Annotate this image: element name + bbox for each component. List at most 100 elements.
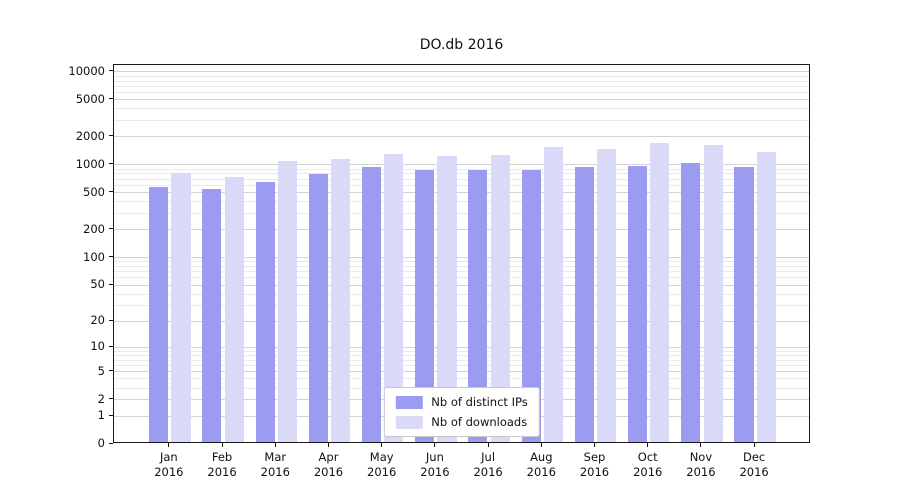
minor-gridline (114, 354, 809, 356)
x-tick-mark (700, 443, 702, 447)
bar-nb-of-distinct-ips (149, 187, 169, 442)
legend-swatch-nb-of-distinct-ips (395, 395, 423, 409)
minor-gridline (114, 120, 809, 122)
x-tick-mark (647, 443, 649, 447)
x-tick-label-line: Jan (159, 450, 178, 464)
x-tick-mark (487, 443, 489, 447)
y-tick-mark (109, 228, 113, 230)
x-tick-label-line: Oct (637, 450, 658, 464)
y-tick-mark (109, 319, 113, 321)
major-gridline (114, 71, 809, 73)
x-tick-label-line: Dec (742, 450, 766, 464)
x-tick-label-line: 2016 (686, 465, 716, 479)
minor-gridline (114, 364, 809, 366)
major-gridline (114, 371, 809, 373)
legend-label: Nb of distinct IPs (431, 395, 528, 409)
bar-nb-of-downloads (384, 153, 404, 442)
x-tick-mark (327, 443, 329, 447)
x-tick-label-line: Apr (318, 450, 339, 464)
y-tick-mark (109, 398, 113, 400)
minor-gridline (114, 378, 809, 380)
y-tick-mark (109, 345, 113, 347)
x-tick-label: Jul 2016 (456, 450, 520, 480)
x-tick-label: Oct 2016 (616, 450, 680, 480)
plot-area: Nb of distinct IPs Nb of downloads (113, 64, 810, 443)
x-tick-label-line: May (369, 450, 394, 464)
bar-nb-of-distinct-ips (308, 173, 328, 442)
bar-nb-of-downloads (437, 156, 457, 442)
y-tick-label: 2000 (75, 128, 105, 143)
bar-nb-of-distinct-ips (202, 189, 222, 442)
x-tick-mark (168, 443, 170, 447)
y-tick-label: 5000 (75, 91, 105, 106)
y-tick-label: 1 (97, 408, 105, 422)
minor-gridline (114, 271, 809, 273)
minor-gridline (114, 92, 809, 94)
minor-gridline (114, 201, 809, 203)
bar-nb-of-distinct-ips (627, 165, 648, 442)
x-tick-label-line: 2016 (313, 465, 344, 479)
y-tick-mark (109, 256, 113, 258)
x-tick-label: Feb 2016 (190, 450, 254, 480)
bar-nb-of-distinct-ips (468, 169, 488, 442)
x-tick-label: Jan 2016 (137, 450, 201, 480)
y-tick-label: 1000 (75, 156, 105, 171)
major-gridline (114, 164, 809, 166)
y-tick-mark (109, 370, 113, 372)
x-tick-mark (221, 443, 223, 447)
x-tick-label-line: Jun (425, 450, 444, 464)
minor-gridline (114, 212, 809, 214)
major-gridline (114, 192, 809, 194)
x-tick-label-line: 2016 (739, 465, 769, 479)
x-tick-label-line: Nov (689, 450, 713, 464)
x-tick-label-line: Aug (530, 450, 553, 464)
y-tick-label: 50 (90, 277, 105, 292)
bar-nb-of-distinct-ips (681, 162, 701, 442)
x-tick-mark (540, 443, 542, 447)
x-tick-label-line: Feb (211, 450, 233, 464)
x-tick-label-line: 2016 (420, 465, 450, 479)
major-gridline (114, 99, 809, 101)
minor-gridline (114, 277, 809, 279)
x-tick-label-line: 2016 (473, 465, 503, 479)
x-tick-label: Sep 2016 (563, 450, 627, 480)
bar-nb-of-downloads (597, 149, 617, 442)
x-tick-mark (753, 443, 755, 447)
bar-nb-of-distinct-ips (361, 167, 382, 442)
bar-nb-of-downloads (277, 161, 297, 442)
minor-gridline (114, 266, 809, 267)
minor-gridline (114, 304, 809, 306)
legend-label: Nb of downloads (431, 415, 528, 429)
bar-nb-of-distinct-ips (415, 169, 435, 442)
y-tick-label: 10000 (68, 63, 105, 78)
y-tick-label: 20 (90, 313, 105, 328)
x-tick-label-line: 2016 (579, 465, 610, 479)
bar-nb-of-downloads (650, 142, 670, 442)
legend-item-nb-of-downloads: Nb of downloads (395, 415, 527, 429)
x-tick-label-line: 2016 (207, 465, 237, 479)
legend: Nb of distinct IPs Nb of downloads (383, 387, 540, 437)
x-tick-label-line: 2016 (260, 465, 290, 479)
y-tick-label: 500 (83, 184, 105, 199)
y-tick-mark (109, 70, 113, 72)
x-tick-mark (594, 443, 595, 447)
chart-title: DO.db 2016 (419, 37, 504, 53)
x-tick-label-line: 2016 (633, 465, 663, 479)
x-tick-label: Aug 2016 (509, 450, 573, 480)
x-tick-label-line: 2016 (526, 465, 556, 479)
y-tick-label: 0 (97, 436, 105, 450)
x-tick-mark (274, 443, 276, 447)
bar-nb-of-downloads (331, 159, 351, 442)
x-tick-label: May 2016 (350, 450, 414, 480)
major-gridline (114, 346, 809, 348)
minor-gridline (114, 350, 809, 352)
y-tick-label: 10 (90, 339, 105, 354)
bar-nb-of-downloads (703, 145, 723, 442)
y-tick-mark (109, 98, 113, 100)
minor-gridline (114, 178, 809, 180)
x-tick-label-line: 2016 (154, 465, 184, 479)
major-gridline (114, 284, 809, 286)
x-tick-label: Nov 2016 (669, 450, 733, 480)
legend-swatch-nb-of-downloads (395, 415, 423, 429)
